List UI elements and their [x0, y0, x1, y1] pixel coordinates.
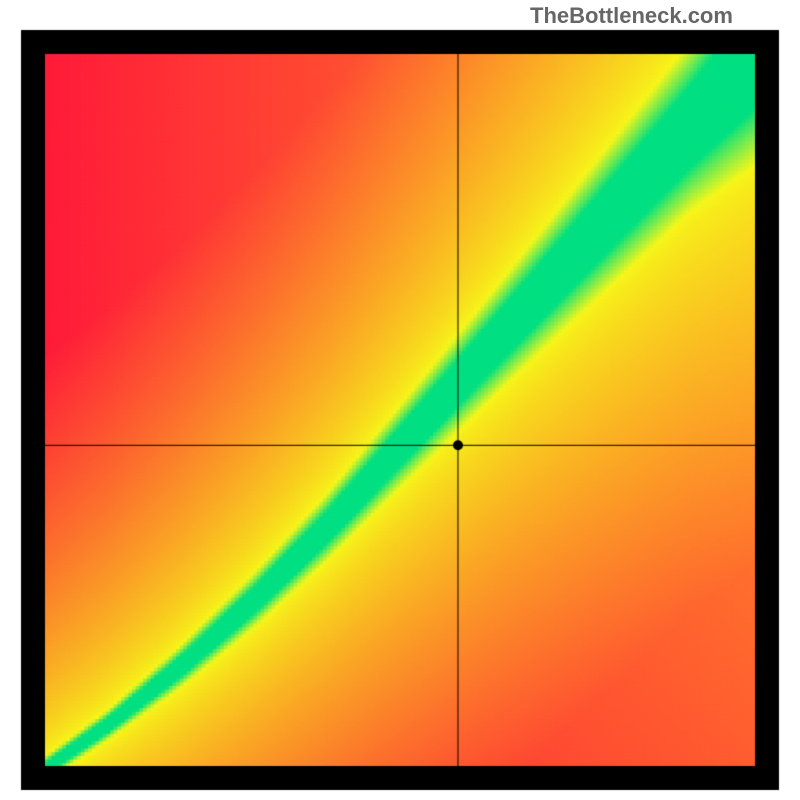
watermark-text: TheBottleneck.com: [530, 3, 733, 29]
bottleneck-heatmap: [0, 0, 800, 800]
